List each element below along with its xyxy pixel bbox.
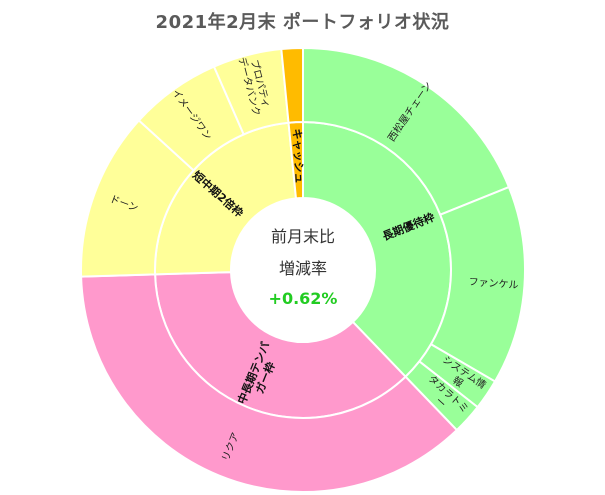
- outer-label-1: ファンケル: [468, 276, 519, 292]
- center-label-line1: 前月末比: [271, 227, 335, 246]
- segments-layer: [80, 46, 526, 493]
- outer-segment-4: [80, 273, 459, 493]
- center-hole: [231, 198, 375, 342]
- chart-title: 2021年2月末 ポートフォリオ状況: [155, 12, 450, 33]
- inner-label-3: キャッシュ: [290, 128, 306, 184]
- center-label-line2: 増減率: [279, 259, 327, 278]
- outer-segment-8: [280, 46, 304, 124]
- center-change-value: +0.62%: [269, 289, 338, 308]
